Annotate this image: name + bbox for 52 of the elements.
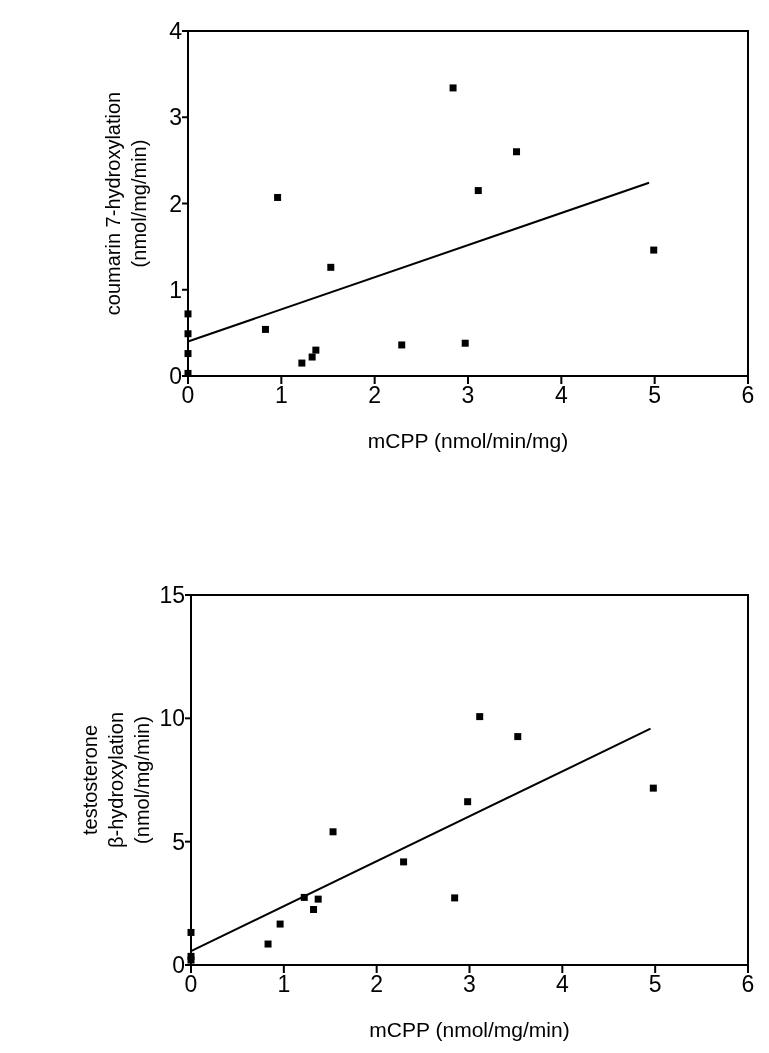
point: [513, 148, 521, 156]
point: [464, 798, 472, 806]
x-tick-label: 5: [648, 971, 662, 997]
point: [184, 310, 192, 318]
y-tick-label: 0: [169, 363, 182, 390]
point: [451, 894, 459, 902]
point: [449, 84, 457, 92]
point: [398, 341, 406, 349]
y-tick-label: 0: [172, 952, 185, 979]
point: [461, 339, 469, 347]
point: [261, 325, 269, 333]
x-axis-title: mCPP (nmol/min/mg): [367, 429, 569, 452]
point: [276, 920, 284, 928]
x-tick-label: 2: [368, 382, 382, 408]
y-tick-label: 4: [169, 18, 183, 45]
point: [184, 330, 192, 338]
point: [298, 359, 306, 367]
y-tick-label: 10: [159, 705, 185, 732]
x-tick-label: 5: [648, 382, 662, 408]
point: [310, 906, 318, 913]
x-axis-title: mCPP (nmol/mg/min): [369, 1018, 570, 1041]
x-tick-label: 2: [370, 971, 384, 997]
point: [327, 263, 335, 271]
point: [312, 346, 320, 354]
point: [476, 713, 484, 721]
y-tick-label: 1: [169, 276, 182, 303]
point: [650, 246, 658, 254]
x-tick-label: 1: [274, 382, 288, 408]
y-tick-label: 2: [169, 190, 182, 217]
x-tick-label: 1: [277, 971, 291, 997]
x-tick-label: 6: [741, 971, 755, 997]
point: [274, 193, 282, 201]
x-tick-label: 6: [741, 382, 755, 408]
point: [308, 353, 316, 361]
point: [474, 187, 482, 195]
x-tick-label: 3: [463, 971, 476, 997]
point: [649, 784, 657, 792]
point: [329, 828, 337, 836]
x-tick-label: 3: [461, 382, 475, 408]
y-axis-title: coumarin 7-hydroxylation (nmol/mg/min): [102, 91, 150, 316]
y-tick-label: 5: [172, 828, 185, 855]
y-axis-title: testosterone β-hydroxylation (nmol/mg/min): [79, 711, 153, 849]
point: [514, 733, 522, 741]
point: [187, 928, 195, 936]
point: [264, 940, 272, 948]
x-tick-label: 4: [555, 971, 569, 997]
point: [400, 858, 408, 866]
y-tick-label: 3: [169, 104, 182, 131]
y-tick-label: 15: [159, 582, 185, 609]
point: [184, 350, 192, 358]
point: [314, 895, 322, 903]
x-tick-label: 4: [554, 382, 568, 408]
